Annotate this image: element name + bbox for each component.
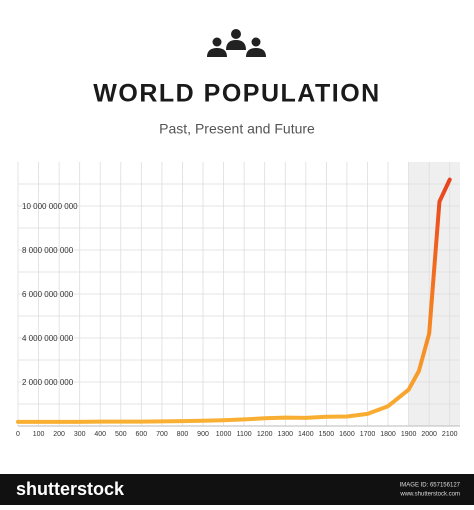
x-tick-label: 600 xyxy=(136,431,148,438)
x-tick-label: 1500 xyxy=(319,431,335,438)
footer-url: www.shutterstock.com xyxy=(399,492,460,498)
chart-title: WORLD POPULATION xyxy=(93,80,380,108)
chart-subtitle: Past, Present and Future xyxy=(159,121,315,137)
x-tick-label: 0 xyxy=(16,431,20,438)
x-tick-label: 2100 xyxy=(442,431,458,438)
y-tick-label: 6 000 000 000 xyxy=(22,290,74,299)
y-tick-label: 2 000 000 000 xyxy=(22,378,74,387)
x-tick-label: 1700 xyxy=(360,431,376,438)
x-tick-label: 1600 xyxy=(339,431,355,438)
y-tick-label: 10 000 000 000 xyxy=(22,202,78,211)
x-tick-label: 300 xyxy=(74,431,86,438)
footer-bar xyxy=(0,474,474,505)
people-icon xyxy=(207,29,266,57)
x-tick-label: 1200 xyxy=(257,431,273,438)
x-tick-label: 1800 xyxy=(380,431,396,438)
x-tick-label: 700 xyxy=(156,431,168,438)
footer-brand: shutterstock xyxy=(16,479,125,499)
x-tick-label: 2000 xyxy=(421,431,437,438)
x-tick-label: 500 xyxy=(115,431,127,438)
x-tick-label: 400 xyxy=(94,431,106,438)
y-tick-label: 8 000 000 000 xyxy=(22,246,74,255)
x-tick-label: 1400 xyxy=(298,431,314,438)
y-tick-label: 4 000 000 000 xyxy=(22,334,74,343)
x-tick-label: 800 xyxy=(177,431,189,438)
x-tick-label: 200 xyxy=(53,431,65,438)
line-series xyxy=(16,177,452,424)
footer-id: IMAGE ID: 657156127 xyxy=(400,483,461,489)
x-tick-label: 1900 xyxy=(401,431,417,438)
x-tick-label: 100 xyxy=(33,431,45,438)
x-tick-label: 1100 xyxy=(237,431,252,438)
x-tick-label: 1300 xyxy=(277,431,293,438)
x-tick-label: 1000 xyxy=(216,431,232,438)
x-tick-label: 900 xyxy=(197,431,209,438)
